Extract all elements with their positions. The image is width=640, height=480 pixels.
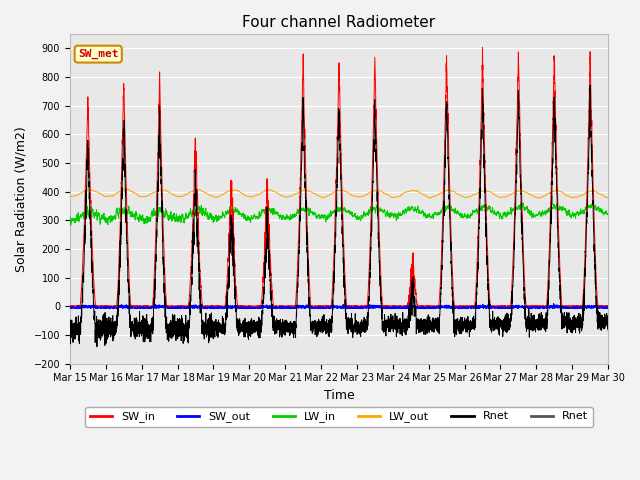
X-axis label: Time: Time (324, 389, 355, 402)
Legend: SW_in, SW_out, LW_in, LW_out, Rnet, Rnet: SW_in, SW_out, LW_in, LW_out, Rnet, Rnet (85, 407, 593, 427)
Y-axis label: Solar Radiation (W/m2): Solar Radiation (W/m2) (15, 126, 28, 272)
Text: SW_met: SW_met (78, 49, 118, 59)
Title: Four channel Radiometer: Four channel Radiometer (243, 15, 436, 30)
